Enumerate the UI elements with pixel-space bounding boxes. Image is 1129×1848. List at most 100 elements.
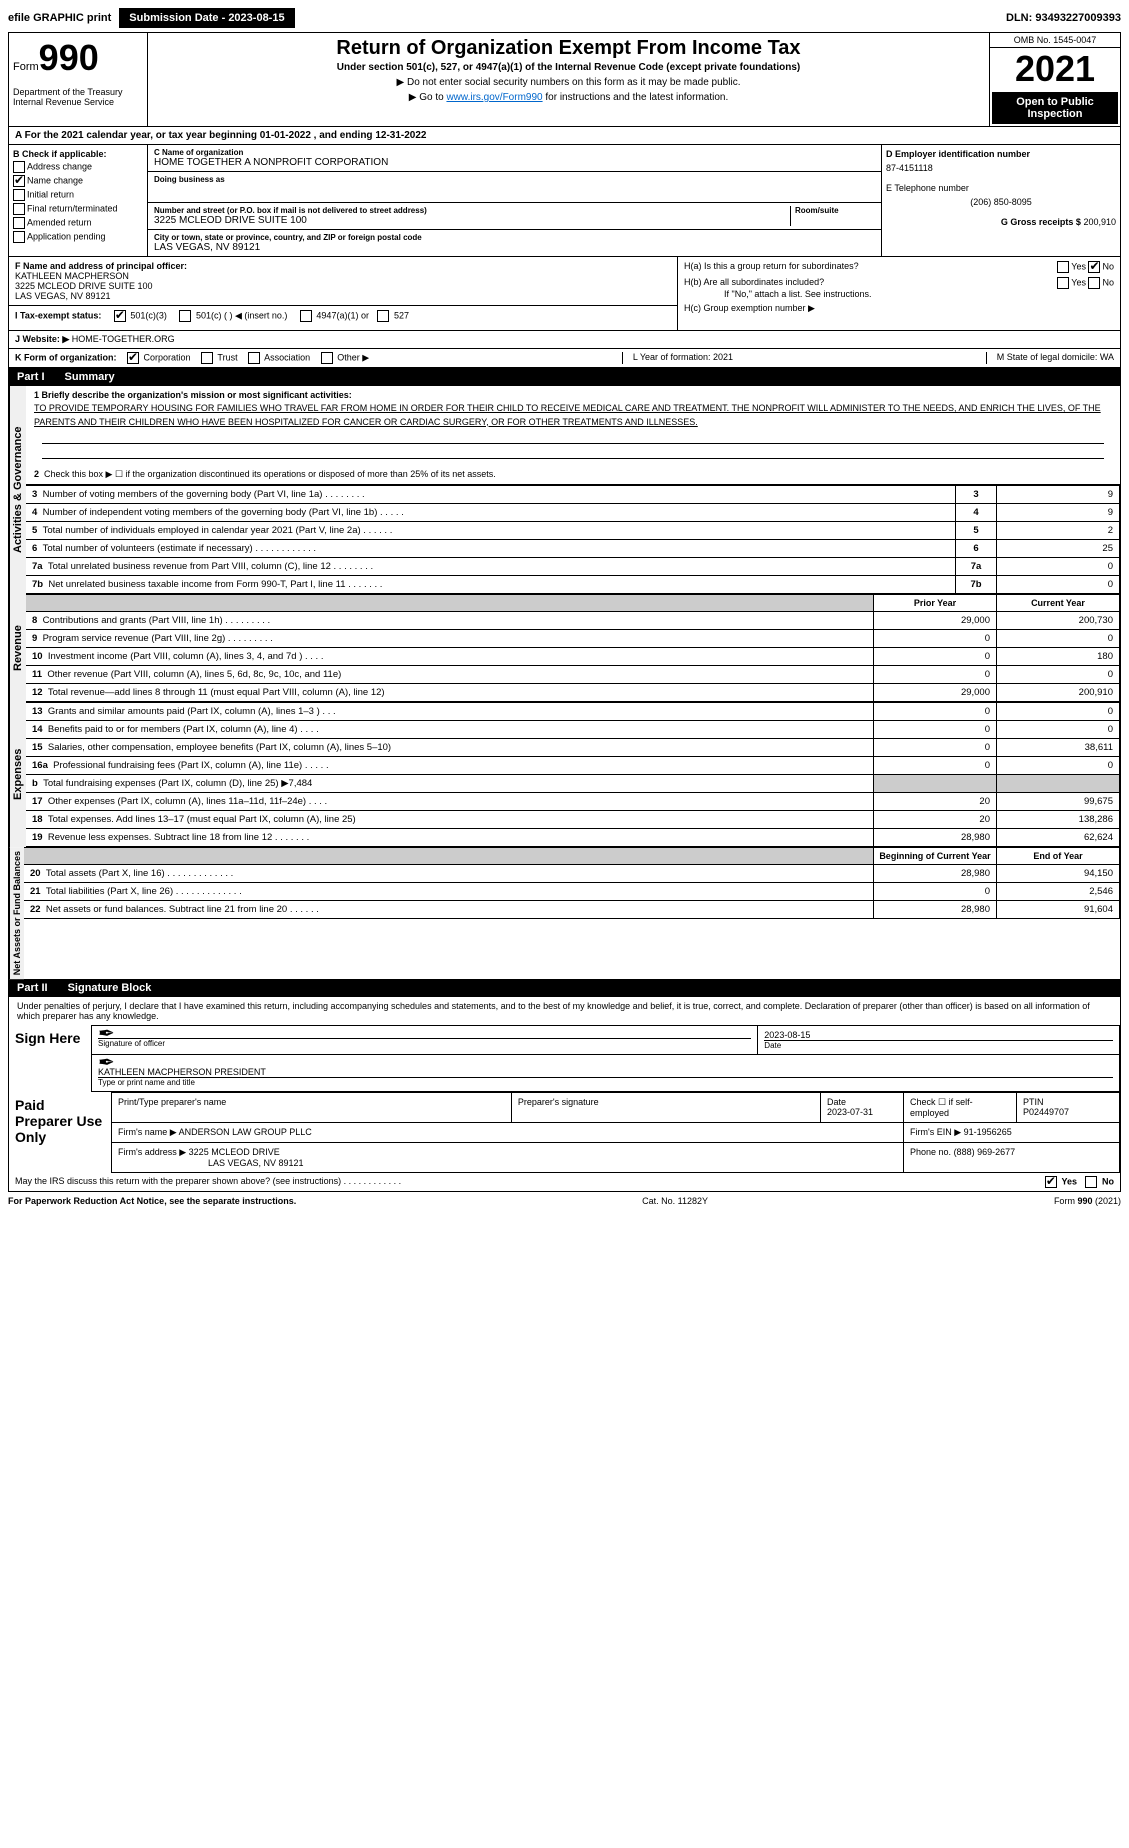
table-row: b Total fundraising expenses (Part IX, c… [26, 775, 1120, 793]
part1-title: Summary [65, 371, 115, 383]
table-row: 12 Total revenue—add lines 8 through 11 … [26, 684, 1120, 702]
hc-label: H(c) Group exemption number ▶ [684, 303, 1114, 314]
city-value: LAS VEGAS, NV 89121 [154, 242, 875, 253]
table-row: 19 Revenue less expenses. Subtract line … [26, 829, 1120, 847]
net-table: Beginning of Current Year End of Year 20… [24, 847, 1120, 919]
firm-addr2: LAS VEGAS, NV 89121 [208, 1158, 304, 1168]
part2-header: Part II Signature Block [9, 979, 1120, 997]
summary-revenue: Revenue Prior Year Current Year 8 Contri… [9, 594, 1120, 702]
f-column: F Name and address of principal officer:… [9, 257, 677, 330]
f-label: F Name and address of principal officer: [15, 261, 671, 271]
year-cell: OMB No. 1545-0047 2021 Open to Public In… [989, 33, 1120, 126]
efile-label: efile GRAPHIC print [8, 12, 111, 24]
main-title: Return of Organization Exempt From Incom… [156, 37, 981, 60]
check-527[interactable] [377, 310, 389, 322]
prep-name-header: Print/Type preparer's name [112, 1093, 512, 1123]
summary-governance: Activities & Governance 1 Briefly descri… [9, 386, 1120, 594]
table-row: 6 Total number of volunteers (estimate i… [26, 540, 1120, 558]
side-net: Net Assets or Fund Balances [9, 847, 24, 979]
form-number-cell: Form990 Department of the Treasury Inter… [9, 33, 148, 126]
preparer-table: Paid Preparer Use Only Print/Type prepar… [9, 1092, 1120, 1173]
check-address[interactable]: Address change [13, 161, 143, 173]
table-row: 7a Total unrelated business revenue from… [26, 558, 1120, 576]
check-501c3[interactable] [114, 310, 126, 322]
check-trust[interactable] [201, 352, 213, 364]
prep-sig-header: Preparer's signature [511, 1093, 820, 1123]
ha-no[interactable] [1088, 261, 1100, 273]
row-i: I Tax-exempt status: 501(c)(3) 501(c) ( … [9, 305, 677, 326]
check-name-change[interactable]: Name change [13, 175, 143, 187]
type-name-label: Type or print name and title [98, 1077, 1113, 1087]
addr-label: Number and street (or P.O. box if mail i… [154, 206, 790, 215]
firm-ein: 91-1956265 [964, 1127, 1012, 1137]
table-row: 5 Total number of individuals employed i… [26, 522, 1120, 540]
sign-here-table: Sign Here ✒ Signature of officer 2023-08… [9, 1025, 1120, 1092]
officer-name: KATHLEEN MACPHERSON [15, 271, 671, 281]
discuss-text: May the IRS discuss this return with the… [15, 1176, 401, 1188]
discuss-yes[interactable] [1045, 1176, 1057, 1188]
c-label: C Name of organization [154, 148, 875, 157]
self-employed-check[interactable]: Check ☐ if self-employed [904, 1093, 1017, 1123]
m-state: M State of legal domicile: WA [986, 352, 1114, 364]
governance-table: 3 Number of voting members of the govern… [26, 485, 1120, 594]
officer-addr1: 3225 MCLEOD DRIVE SUITE 100 [15, 281, 671, 291]
hb-note: If "No," attach a list. See instructions… [724, 289, 1114, 299]
e-label: E Telephone number [886, 183, 1116, 193]
officer-addr2: LAS VEGAS, NV 89121 [15, 291, 671, 301]
part1-header: Part I Summary [9, 368, 1120, 386]
table-row: 17 Other expenses (Part IX, column (A), … [26, 793, 1120, 811]
discuss-no[interactable] [1085, 1176, 1097, 1188]
table-row: 3 Number of voting members of the govern… [26, 486, 1120, 504]
note-link: ▶ Go to www.irs.gov/Form990 for instruct… [156, 92, 981, 103]
hb-label: H(b) Are all subordinates included? [684, 277, 824, 289]
hb-yes[interactable] [1057, 277, 1069, 289]
check-other[interactable] [321, 352, 333, 364]
section-bcd: B Check if applicable: Address change Na… [9, 145, 1120, 257]
check-corp[interactable] [127, 352, 139, 364]
part2-label: Part II [17, 982, 48, 994]
check-b-column: B Check if applicable: Address change Na… [9, 145, 148, 256]
check-pending[interactable]: Application pending [13, 231, 143, 243]
footer-left: For Paperwork Reduction Act Notice, see … [8, 1196, 296, 1206]
table-row: 10 Investment income (Part VIII, column … [26, 648, 1120, 666]
omb-number: OMB No. 1545-0047 [990, 33, 1120, 48]
l-year: L Year of formation: 2021 [622, 352, 733, 364]
table-row: 11 Other revenue (Part VIII, column (A),… [26, 666, 1120, 684]
h-column: H(a) Is this a group return for subordin… [677, 257, 1120, 330]
discuss-row: May the IRS discuss this return with the… [9, 1173, 1120, 1191]
summary-expenses: Expenses 13 Grants and similar amounts p… [9, 702, 1120, 847]
submission-date-badge: Submission Date - 2023-08-15 [119, 8, 294, 28]
firm-addr1: 3225 MCLEOD DRIVE [189, 1147, 280, 1157]
irs-label: Internal Revenue Service [13, 97, 143, 107]
d-label: D Employer identification number [886, 149, 1116, 159]
dept-treasury: Department of the Treasury [13, 87, 143, 97]
dln-label: DLN: 93493227009393 [1006, 12, 1121, 24]
footer: For Paperwork Reduction Act Notice, see … [8, 1192, 1121, 1210]
g-label: G Gross receipts $ [1001, 217, 1081, 227]
table-row: 21 Total liabilities (Part X, line 26) .… [24, 883, 1120, 901]
check-assoc[interactable] [248, 352, 260, 364]
tax-year: 2021 [990, 48, 1120, 90]
check-final[interactable]: Final return/terminated [13, 203, 143, 215]
sig-officer-label: Signature of officer [98, 1038, 751, 1048]
revenue-table: Prior Year Current Year 8 Contributions … [26, 594, 1120, 702]
check-501c[interactable] [179, 310, 191, 322]
side-governance: Activities & Governance [9, 386, 26, 594]
check-4947[interactable] [300, 310, 312, 322]
table-row: 14 Benefits paid to or for members (Part… [26, 721, 1120, 739]
title-cell: Return of Organization Exempt From Incom… [148, 33, 989, 126]
footer-mid: Cat. No. 11282Y [642, 1196, 708, 1206]
ha-yes[interactable] [1057, 261, 1069, 273]
table-row: 15 Salaries, other compensation, employe… [26, 739, 1120, 757]
form-number: 990 [39, 37, 99, 78]
firm-name: ANDERSON LAW GROUP PLLC [179, 1127, 312, 1137]
check-amended[interactable]: Amended return [13, 217, 143, 229]
irs-link[interactable]: www.irs.gov/Form990 [446, 92, 542, 103]
mission-block: 1 Briefly describe the organization's mi… [26, 386, 1120, 485]
begin-year-header: Beginning of Current Year [874, 848, 997, 865]
ein-value: 87-4151118 [886, 163, 1116, 173]
check-initial[interactable]: Initial return [13, 189, 143, 201]
hb-no[interactable] [1088, 277, 1100, 289]
table-row: 16a Professional fundraising fees (Part … [26, 757, 1120, 775]
summary-net: Net Assets or Fund Balances Beginning of… [9, 847, 1120, 979]
